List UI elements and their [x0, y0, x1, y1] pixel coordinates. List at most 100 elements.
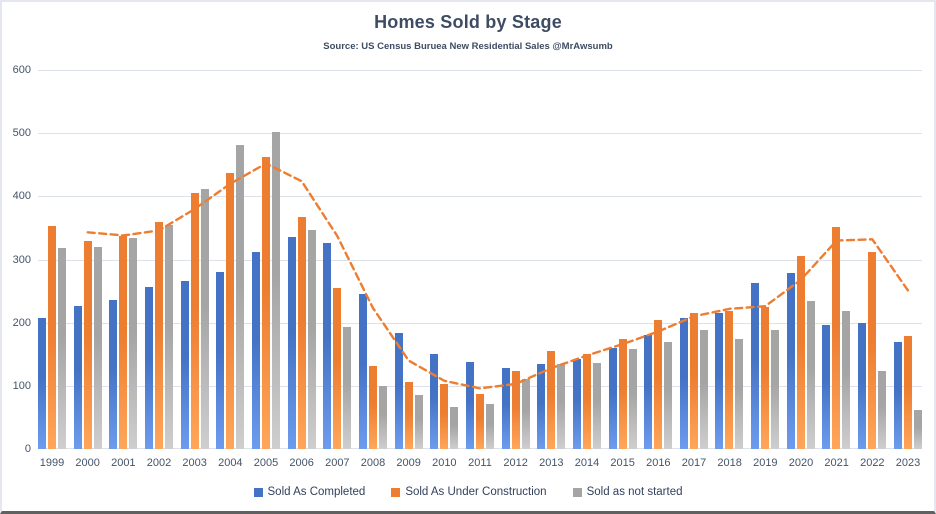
bar-sold-as-not-started-2008	[378, 385, 387, 449]
x-tick-label-2018: 2018	[717, 457, 742, 469]
bar-sold-as-completed-2014	[572, 359, 581, 449]
legend-item-completed: Sold As Completed	[253, 486, 366, 498]
bar-group-2011	[465, 361, 494, 449]
y-tick-label-0: 0	[24, 443, 31, 455]
bar-sold-as-under-construction-2012	[511, 370, 520, 449]
bar-sold-as-not-started-2005	[271, 131, 280, 449]
bar-sold-as-not-started-2019	[771, 330, 780, 449]
bar-sold-as-under-construction-1999	[48, 226, 56, 449]
x-tick-label-2021: 2021	[824, 457, 849, 469]
y-tick-label-100: 100	[12, 379, 31, 392]
legend: Sold As Completed Sold As Under Construc…	[2, 486, 934, 498]
bar-sold-as-under-construction-2003	[190, 193, 199, 449]
chart-title: Homes Sold by Stage	[374, 12, 562, 32]
bar-group-2013	[537, 351, 566, 449]
bar-sold-as-completed-2006	[287, 237, 296, 449]
y-tick-label-500: 500	[12, 127, 31, 140]
bar-sold-as-under-construction-2004	[226, 173, 235, 449]
bar-sold-as-not-started-2003	[200, 188, 209, 449]
legend-label: Sold As Under Construction	[405, 486, 547, 498]
bar-sold-as-under-construction-2007	[333, 287, 342, 449]
bar-sold-as-completed-2018	[715, 313, 724, 449]
bar-sold-as-under-construction-2022	[868, 251, 877, 449]
x-tick-label-2010: 2010	[432, 457, 457, 469]
bar-group-2007	[323, 243, 352, 449]
bar-sold-as-completed-2021	[822, 325, 831, 449]
bar-sold-as-under-construction-2021	[832, 226, 841, 449]
bar-sold-as-completed-2010	[430, 354, 439, 449]
x-tick-label-2019: 2019	[753, 457, 778, 469]
x-tick-label-2017: 2017	[681, 457, 707, 469]
legend-swatch-not-started-icon	[572, 487, 582, 497]
bar-sold-as-not-started-1999	[58, 248, 66, 449]
bar-group-2005	[251, 131, 280, 449]
bar-sold-as-not-started-2017	[699, 329, 708, 449]
bar-group-2009	[394, 332, 423, 449]
bar-sold-as-completed-2017	[679, 317, 688, 449]
y-tick-label-300: 300	[12, 253, 31, 266]
legend-item-under-construction: Sold As Under Construction	[391, 486, 547, 498]
bar-sold-as-completed-2009	[394, 332, 403, 449]
bar-sold-as-under-construction-2009	[404, 382, 413, 449]
bar-sold-as-not-started-2022	[878, 371, 887, 449]
bar-sold-as-under-construction-2001	[119, 235, 128, 449]
bar-sold-as-not-started-2002	[164, 224, 173, 449]
x-tick-label-2001: 2001	[111, 457, 136, 469]
bar-sold-as-completed-2015	[608, 347, 617, 449]
bar-sold-as-completed-2004	[216, 272, 225, 449]
bar-sold-as-under-construction-2013	[547, 351, 556, 449]
bar-sold-as-not-started-2013	[557, 364, 566, 449]
bar-sold-as-under-construction-2020	[796, 256, 805, 449]
bar-sold-as-under-construction-2011	[475, 394, 484, 449]
x-tick-label-2003: 2003	[182, 457, 207, 469]
bar-group-2010	[430, 354, 459, 449]
bar-sold-as-not-started-2001	[129, 238, 138, 449]
bar-sold-as-under-construction-2023	[903, 335, 912, 449]
x-tick-label-2013: 2013	[539, 457, 564, 469]
bar-sold-as-under-construction-2006	[297, 217, 306, 449]
bar-sold-as-not-started-2015	[628, 348, 637, 449]
bar-sold-as-not-started-2004	[236, 145, 245, 449]
bar-group-2020	[786, 256, 815, 449]
bar-sold-as-completed-2022	[858, 322, 867, 449]
x-tick-label-2008: 2008	[360, 457, 386, 469]
bar-sold-as-under-construction-2014	[582, 353, 591, 449]
y-axis-labels: 0 100 200 300 400 500 600	[2, 64, 31, 455]
bar-sold-as-completed-2023	[893, 342, 902, 449]
x-tick-label-2023: 2023	[895, 457, 921, 469]
bar-sold-as-not-started-2012	[521, 378, 530, 449]
bar-sold-as-under-construction-2017	[689, 313, 698, 449]
x-tick-label-2006: 2006	[289, 457, 314, 469]
bar-sold-as-completed-2011	[465, 361, 474, 449]
bar-sold-as-under-construction-2010	[440, 383, 449, 449]
bar-sold-as-under-construction-2008	[368, 365, 377, 449]
bar-sold-as-not-started-2009	[414, 395, 423, 449]
bar-group-2017	[679, 313, 708, 449]
bar-sold-as-not-started-2007	[343, 326, 352, 449]
bar-sold-as-not-started-2021	[842, 310, 851, 449]
bar-sold-as-not-started-2011	[485, 404, 494, 449]
bar-group-2001	[109, 235, 138, 449]
x-tick-label-1999: 1999	[39, 457, 65, 469]
bar-sold-as-under-construction-2016	[654, 320, 663, 449]
bar-sold-as-completed-2000	[73, 305, 82, 449]
x-tick-label-2012: 2012	[503, 457, 528, 469]
bar-group-2008	[358, 293, 387, 449]
bar-series-container	[38, 70, 922, 449]
bar-group-2012	[501, 367, 530, 449]
bar-sold-as-completed-2019	[751, 282, 760, 449]
legend-label: Sold As Completed	[267, 486, 366, 498]
bar-group-2000	[73, 240, 102, 449]
x-tick-label-2005: 2005	[253, 457, 279, 469]
x-tick-label-2014: 2014	[574, 457, 600, 469]
plot-area	[38, 70, 922, 449]
bar-group-2022	[858, 251, 887, 449]
bar-sold-as-completed-2001	[109, 299, 118, 449]
x-tick-label-2000: 2000	[75, 457, 100, 469]
bar-sold-as-under-construction-2019	[761, 306, 770, 449]
x-axis-labels: 1999 2000 2001 2002 2003 2004 2005 2006 2007 2008…	[38, 457, 922, 471]
bar-sold-as-completed-2007	[323, 243, 332, 449]
bar-sold-as-under-construction-2005	[261, 156, 270, 449]
bar-group-2003	[180, 188, 209, 449]
bar-sold-as-completed-2008	[358, 293, 367, 449]
